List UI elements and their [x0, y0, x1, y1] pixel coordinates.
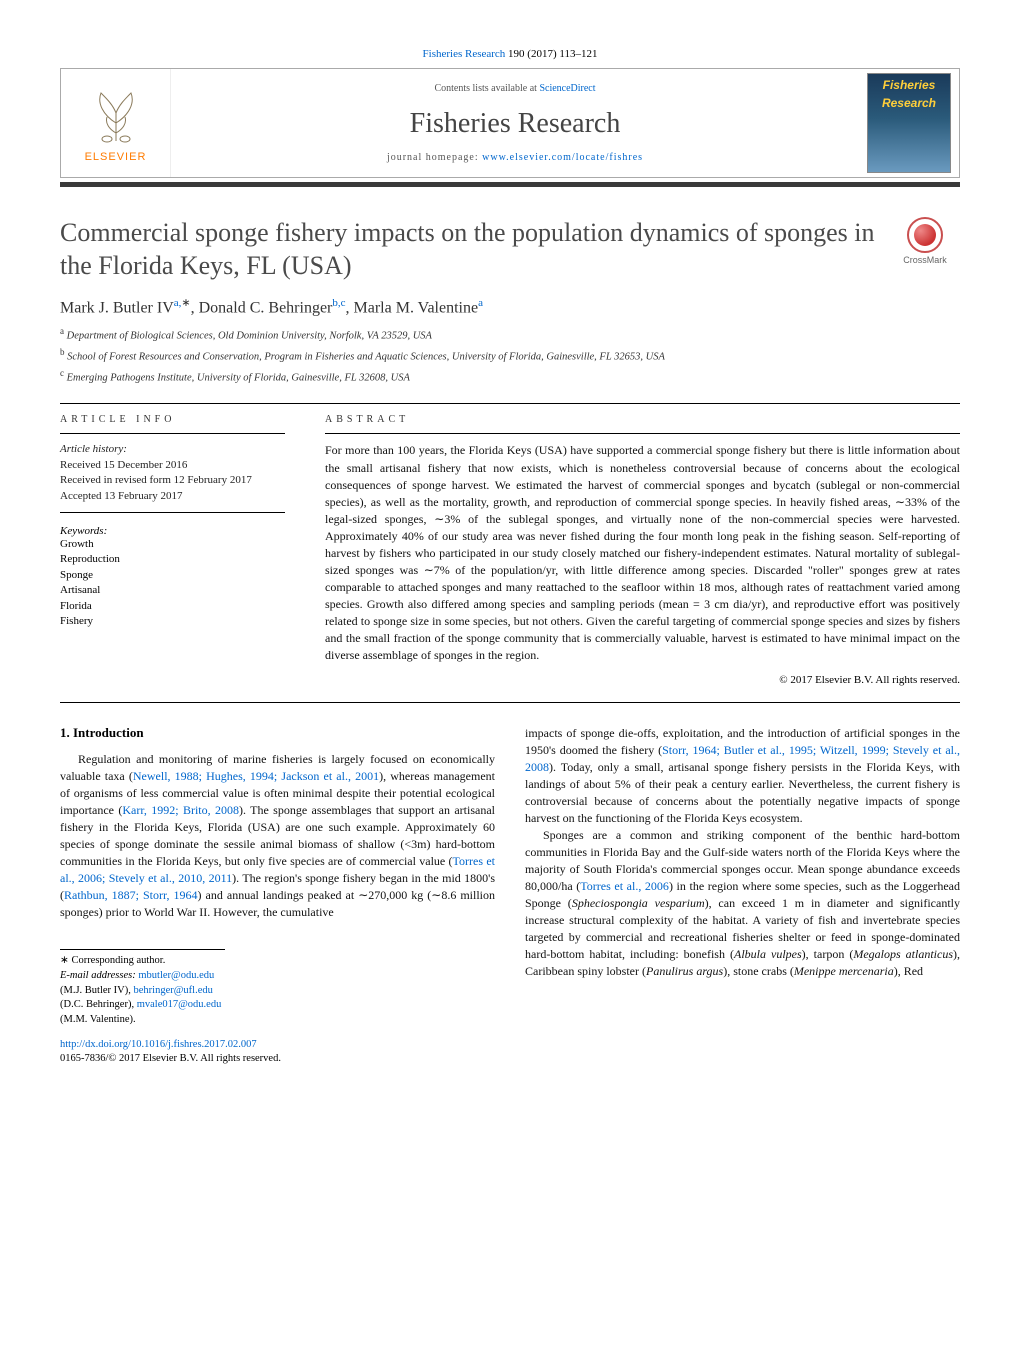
article-info-column: article info Article history: Received 1… [60, 414, 285, 685]
species-name: Megalops atlanticus [853, 947, 953, 961]
text: ), Red [894, 964, 923, 978]
text: ), tarpon ( [802, 947, 854, 961]
column-right: impacts of sponge die-offs, exploitation… [525, 725, 960, 1067]
keyword: Artisanal [60, 583, 285, 598]
email-link[interactable]: mbutler@odu.edu [138, 970, 214, 981]
header-dark-bar [60, 182, 960, 187]
crossmark-icon [907, 217, 943, 253]
author-2-affil[interactable]: b,c [332, 297, 345, 309]
abstract-label: abstract [325, 414, 960, 425]
rule-short-1 [60, 433, 285, 434]
species-name: Spheciospongia vesparium [572, 896, 705, 910]
crossmark-label: CrossMark [903, 255, 947, 265]
keyword: Sponge [60, 568, 285, 583]
copyright-line: © 2017 Elsevier B.V. All rights reserved… [325, 674, 960, 686]
email-who: (D.C. Behringer), [60, 999, 137, 1010]
affiliation-b: b School of Forest Resources and Conserv… [60, 346, 960, 365]
footnotes: Corresponding author. E-mail addresses: … [60, 949, 225, 1027]
text: ), stone crabs ( [723, 964, 794, 978]
contents-lists-line: Contents lists available at ScienceDirec… [434, 83, 595, 94]
keyword: Reproduction [60, 552, 285, 567]
email-who: (M.M. Valentine). [60, 1014, 136, 1025]
meta-row: article info Article history: Received 1… [60, 414, 960, 685]
elsevier-tree-icon [83, 83, 149, 149]
article-info-label: article info [60, 414, 285, 425]
abstract-text: For more than 100 years, the Florida Key… [325, 442, 960, 663]
contents-prefix: Contents lists available at [434, 83, 539, 94]
homepage-line: journal homepage: www.elsevier.com/locat… [387, 152, 643, 163]
history-heading: Article history: [60, 442, 285, 457]
author-3: , Marla M. Valentine [346, 299, 479, 316]
species-name: Panulirus argus [646, 964, 723, 978]
affiliation-c: c Emerging Pathogens Institute, Universi… [60, 367, 960, 386]
doi-link[interactable]: http://dx.doi.org/10.1016/j.fishres.2017… [60, 1039, 257, 1050]
article-title: Commercial sponge fishery impacts on the… [60, 217, 878, 282]
email-who: (M.J. Butler IV), [60, 985, 134, 996]
cover-cell: Fisheries Research [859, 69, 959, 177]
species-name: Menippe mercenaria [794, 964, 894, 978]
keyword: Fishery [60, 614, 285, 629]
citation-line: Fisheries Research 190 (2017) 113–121 [60, 48, 960, 60]
crossmark-badge[interactable]: CrossMark [890, 217, 960, 265]
rule-short-abs [325, 433, 960, 434]
doi-block: http://dx.doi.org/10.1016/j.fishres.2017… [60, 1038, 495, 1067]
author-1: Mark J. Butler IV [60, 299, 174, 316]
rule-short-2 [60, 512, 285, 513]
affil-text: Department of Biological Sciences, Old D… [64, 331, 432, 342]
affil-text: School of Forest Resources and Conservat… [65, 352, 665, 363]
keyword: Growth [60, 537, 285, 552]
rule-top [60, 403, 960, 404]
cover-title-1: Fisheries [883, 78, 936, 92]
affil-text: Emerging Pathogens Institute, University… [64, 372, 410, 383]
species-name: Albula vulpes [734, 947, 802, 961]
ref-link[interactable]: Rathbun, 1887; Storr, 1964 [64, 888, 198, 902]
sciencedirect-link[interactable]: ScienceDirect [539, 83, 595, 94]
email-addresses: E-mail addresses: mbutler@odu.edu (M.J. … [60, 969, 225, 1028]
elsevier-wordmark: ELSEVIER [85, 151, 147, 163]
intro-paragraph-2: Sponges are a common and striking compon… [525, 827, 960, 980]
intro-heading: 1. Introduction [60, 725, 495, 741]
ref-link[interactable]: Torres et al., 2006 [580, 879, 669, 893]
text: ). Today, only a small, artisanal sponge… [525, 760, 960, 825]
affiliation-a: a Department of Biological Sciences, Old… [60, 325, 960, 344]
homepage-prefix: journal homepage: [387, 152, 482, 163]
email-link[interactable]: mvale017@odu.edu [137, 999, 222, 1010]
journal-name: Fisheries Research [410, 108, 621, 140]
email-link[interactable]: behringer@ufl.edu [134, 985, 213, 996]
intro-paragraph-1-cont: impacts of sponge die-offs, exploitation… [525, 725, 960, 827]
author-1-corr[interactable]: ∗ [181, 297, 190, 309]
issn-line: 0165-7836/© 2017 Elsevier B.V. All right… [60, 1053, 281, 1064]
keyword: Florida [60, 599, 285, 614]
author-list: Mark J. Butler IVa,∗, Donald C. Behringe… [60, 296, 960, 317]
history-received: Received 15 December 2016 [60, 458, 285, 473]
intro-paragraph-1: Regulation and monitoring of marine fish… [60, 751, 495, 921]
title-row: Commercial sponge fishery impacts on the… [60, 217, 960, 282]
email-label: E-mail addresses: [60, 970, 138, 981]
ref-link[interactable]: Newell, 1988; Hughes, 1994; Jackson et a… [133, 769, 379, 783]
journal-cover-thumb[interactable]: Fisheries Research [867, 73, 951, 173]
author-3-affil[interactable]: a [478, 297, 483, 309]
page: Fisheries Research 190 (2017) 113–121 EL… [0, 0, 1020, 1115]
ref-link[interactable]: Karr, 1992; Brito, 2008 [122, 803, 239, 817]
history-accepted: Accepted 13 February 2017 [60, 489, 285, 504]
journal-header-box: ELSEVIER Contents lists available at Sci… [60, 68, 960, 178]
rule-bottom [60, 702, 960, 703]
corresponding-author-note: Corresponding author. [60, 954, 225, 969]
history-revised: Received in revised form 12 February 201… [60, 473, 285, 488]
elsevier-logo-cell[interactable]: ELSEVIER [61, 69, 171, 177]
citation-ref: 190 (2017) 113–121 [508, 48, 597, 60]
header-center: Contents lists available at ScienceDirec… [171, 69, 859, 177]
keywords-label: Keywords: [60, 525, 285, 537]
cover-title-2: Research [882, 96, 936, 110]
author-2: , Donald C. Behringer [191, 299, 333, 316]
column-left: 1. Introduction Regulation and monitorin… [60, 725, 495, 1067]
homepage-link[interactable]: www.elsevier.com/locate/fishres [482, 152, 643, 163]
body-columns: 1. Introduction Regulation and monitorin… [60, 725, 960, 1067]
citation-journal-link[interactable]: Fisheries Research [423, 48, 506, 60]
abstract-column: abstract For more than 100 years, the Fl… [325, 414, 960, 685]
